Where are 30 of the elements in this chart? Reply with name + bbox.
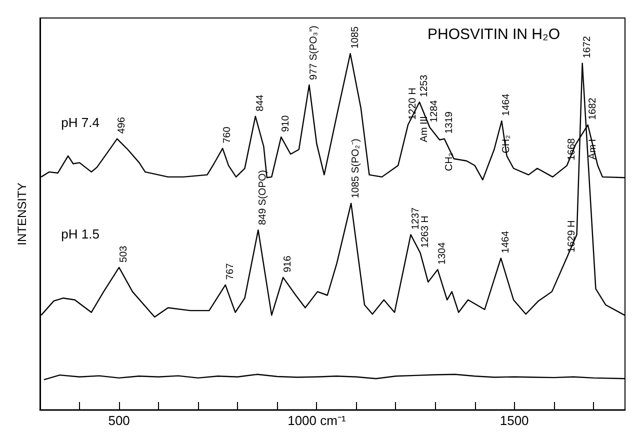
annotation: 1284	[429, 100, 440, 122]
x-tick-label: 1000 cm⁻¹	[288, 413, 346, 428]
annotation: 503	[118, 245, 130, 262]
annotation: 1085	[350, 26, 361, 49]
annotation: 1263 H	[420, 216, 431, 248]
annotation: 977 S(PO₃⁼)	[308, 26, 320, 80]
annotation: 496	[116, 116, 128, 134]
annotation: CH₂	[444, 152, 455, 172]
annotation: 1464	[501, 93, 512, 116]
annotation: 1253	[418, 74, 430, 98]
annotation: 1085 S(PO₂⁻)	[350, 138, 362, 198]
x-tick-label: 1500	[500, 413, 529, 428]
annotation: 916	[282, 255, 294, 272]
annotation: 1220 H	[407, 88, 418, 120]
annotation: 1464	[500, 230, 512, 254]
annotation: 1682	[587, 97, 598, 120]
y-axis-title: INTENSITY	[15, 182, 29, 246]
annotation: 844	[254, 94, 266, 112]
annotation: 1304	[437, 242, 448, 265]
annotation: 910	[280, 114, 292, 132]
series-label: pH 7.4	[61, 114, 100, 130]
annotation: 1672	[582, 36, 593, 58]
annotation: 849 S(OPO)	[258, 170, 269, 226]
chart-title: PHOSVITIN IN H₂O	[428, 26, 560, 43]
annotation: 1237	[410, 206, 422, 230]
annotation: 767	[224, 262, 236, 280]
x-tick-label: 500	[108, 413, 130, 428]
text: pH 1.5	[61, 226, 100, 242]
annotation: 760	[222, 126, 234, 144]
annotation: 1319	[444, 111, 455, 134]
